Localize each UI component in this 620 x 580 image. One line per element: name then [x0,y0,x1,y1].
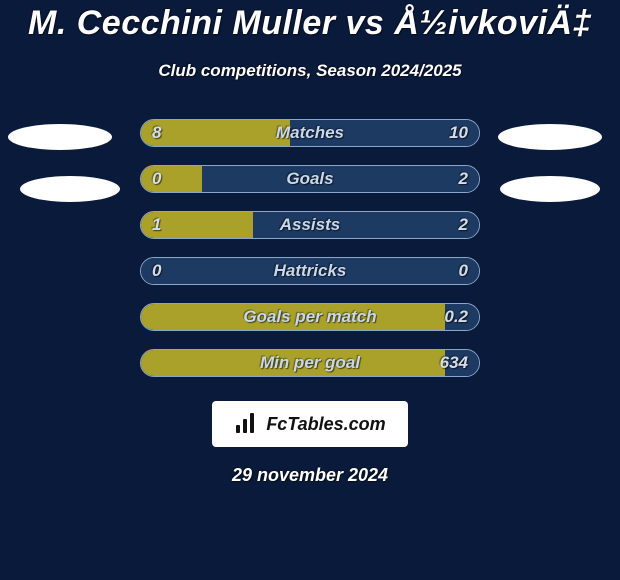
bar-right [253,212,479,238]
bar-left [141,120,290,146]
comparison-chart: Matches810Goals02Assists12Hattricks00Goa… [0,119,620,377]
decorative-ellipse [500,176,600,202]
bar-value-left: 8 [152,119,161,147]
bar-right [141,258,479,284]
bar-value-right: 0.2 [444,303,468,331]
bar-container [140,349,480,377]
decorative-ellipse [20,176,120,202]
bar-value-right: 2 [459,165,468,193]
bar-value-right: 10 [449,119,468,147]
bar-left [141,350,445,376]
bar-container [140,165,480,193]
bar-container [140,257,480,285]
fctables-icon [234,413,260,435]
bar-container [140,211,480,239]
decorative-ellipse [498,124,602,150]
bar-value-right: 634 [440,349,468,377]
bar-container [140,303,480,331]
bar-left [141,166,202,192]
bar-value-right: 0 [459,257,468,285]
date-label: 29 november 2024 [0,465,620,486]
decorative-ellipse [8,124,112,150]
bar-container [140,119,480,147]
bar-value-left: 0 [152,257,161,285]
page-subtitle: Club competitions, Season 2024/2025 [0,61,620,81]
page-title: M. Cecchini Muller vs Å½ivkoviÄ‡ [0,4,620,43]
fctables-badge: FcTables.com [212,401,408,447]
bar-value-left: 1 [152,211,161,239]
fctables-badge-text: FcTables.com [266,414,385,435]
bar-value-left: 0 [152,165,161,193]
bar-right [202,166,479,192]
bar-value-right: 2 [459,211,468,239]
comparison-row: Assists12 [0,211,620,239]
comparison-row: Hattricks00 [0,257,620,285]
content: M. Cecchini Muller vs Å½ivkoviÄ‡ Club co… [0,0,620,486]
bar-left [141,304,445,330]
comparison-row: Goals per match0.2 [0,303,620,331]
comparison-row: Min per goal634 [0,349,620,377]
